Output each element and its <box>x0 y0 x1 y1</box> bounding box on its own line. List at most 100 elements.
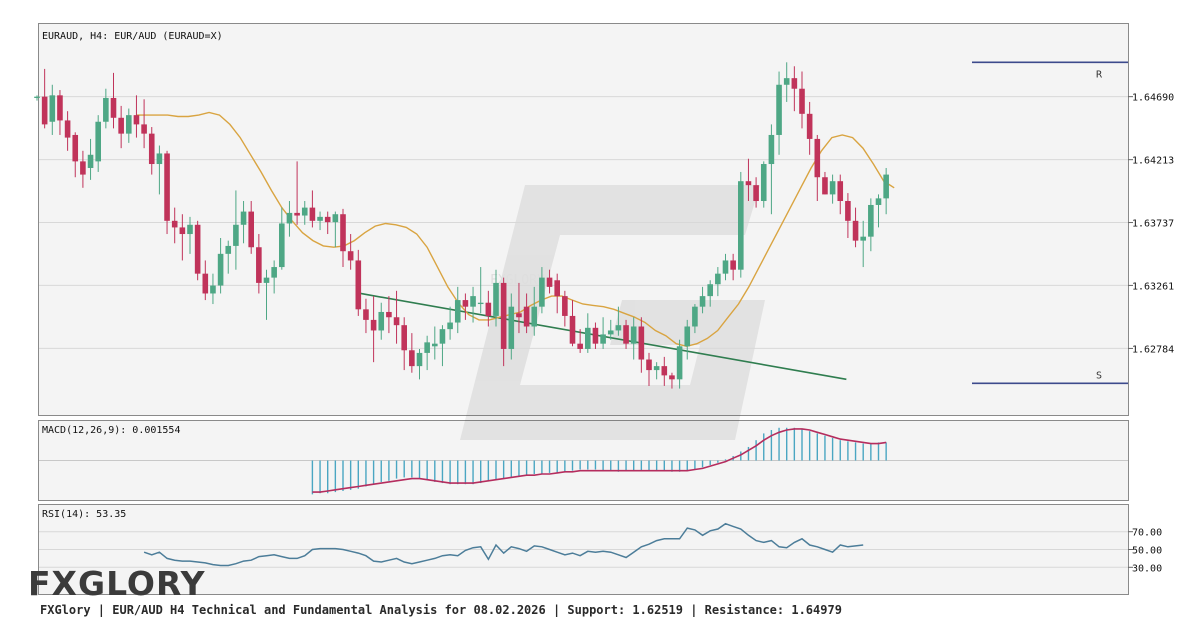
candle-body <box>516 313 522 318</box>
candle-body <box>271 267 277 278</box>
candle-body <box>64 120 71 138</box>
price-tick-label: 1.63261 <box>1132 281 1174 292</box>
candle-body <box>569 315 576 344</box>
fxglory-logo: FXGLORY <box>28 564 206 603</box>
candle-body <box>738 181 744 270</box>
candle-body <box>34 96 40 98</box>
candle-body <box>470 296 476 307</box>
candle-body <box>187 224 193 235</box>
macd-title: MACD(12,26,9): 0.001554 <box>42 425 180 436</box>
candle-body <box>585 327 591 349</box>
candle-body <box>646 359 652 371</box>
candle-body <box>615 325 622 331</box>
candle-body <box>447 322 453 330</box>
candle-body <box>669 375 675 380</box>
candle-body <box>340 214 346 252</box>
candle-body <box>845 201 851 221</box>
candle-body <box>562 296 568 316</box>
candle-body <box>202 273 209 294</box>
candle-body <box>783 78 790 85</box>
candle-body <box>432 343 438 347</box>
candle-body <box>118 117 124 134</box>
candle-body <box>814 138 821 178</box>
candle-body <box>500 282 507 349</box>
price-panel <box>38 23 1129 416</box>
candle-body <box>256 247 262 283</box>
candle-body <box>41 96 48 125</box>
candle-body <box>225 245 232 254</box>
candle-body <box>401 325 407 351</box>
macd-signal-line <box>312 428 887 493</box>
candle-body <box>72 134 79 162</box>
candle-body <box>355 260 362 310</box>
candle-body <box>370 319 377 331</box>
candle-body <box>416 352 423 367</box>
candle-body <box>233 224 239 246</box>
candle-body <box>439 329 446 344</box>
candle-body <box>676 346 683 380</box>
rsi-line <box>143 522 864 567</box>
candle-body <box>829 181 836 195</box>
price-tick-label: 1.63737 <box>1132 219 1174 230</box>
candle-body <box>868 204 874 237</box>
candle-body <box>279 223 285 268</box>
candle-body <box>837 181 844 202</box>
candle-body <box>523 306 530 327</box>
candle-body <box>623 325 629 344</box>
price-tick-label: 1.64213 <box>1132 156 1174 167</box>
candle-body <box>332 214 339 223</box>
candle-body <box>661 366 668 376</box>
candle-body <box>653 366 660 371</box>
candle-body <box>393 317 400 326</box>
candle-body <box>883 174 889 199</box>
candle-body <box>493 282 499 316</box>
candle-body <box>217 253 224 286</box>
rsi-tick-label: 30.00 <box>1132 563 1162 574</box>
candle-body <box>126 115 132 134</box>
candle-body <box>156 153 163 165</box>
candle-body <box>240 211 247 225</box>
candle-body <box>860 236 866 241</box>
candle-body <box>768 134 775 165</box>
candle-body <box>508 306 515 349</box>
candle-body <box>386 311 392 318</box>
candle-body <box>248 211 254 248</box>
candle-body <box>531 306 538 327</box>
rsi-tick-label: 50.00 <box>1132 546 1162 557</box>
candle-body <box>791 78 798 89</box>
price-chart-title: EURAUD, H4: EUR/AUD (EURAUD=X) <box>42 31 223 42</box>
candle-body <box>462 300 469 307</box>
candle-body <box>95 121 101 162</box>
candle-body <box>875 198 882 205</box>
candle-body <box>730 260 736 270</box>
axis-layer: 1.64690 1.64213 1.63737 1.63261 1.62784 70.00… <box>1128 93 1174 574</box>
candle-body <box>592 327 599 344</box>
candle-body <box>722 260 729 274</box>
candle-body <box>577 343 583 349</box>
candle-body <box>179 227 186 235</box>
candle-body <box>692 306 698 327</box>
candle-body <box>409 350 415 367</box>
candle-body <box>806 113 813 139</box>
candle-body <box>301 207 308 216</box>
candle-body <box>485 302 492 316</box>
candle-body <box>424 342 430 353</box>
candle-body <box>546 277 553 287</box>
candle-body <box>57 95 63 121</box>
price-tick-label: 1.62784 <box>1132 344 1174 355</box>
candle-body <box>171 220 178 228</box>
candle-body <box>164 153 170 221</box>
candle-body <box>309 207 316 221</box>
candle-body <box>630 326 637 344</box>
footer-caption: FXGlory | EUR/AUD H4 Technical and Funda… <box>40 603 842 617</box>
candle-body <box>852 220 859 241</box>
candle-body <box>317 216 323 221</box>
candle-body <box>477 302 484 305</box>
candle-body <box>822 177 828 195</box>
candle-body <box>607 330 614 335</box>
candle-body <box>103 97 109 122</box>
candle-body <box>454 300 461 323</box>
price-tick-label: 1.64690 <box>1132 93 1174 104</box>
candle-body <box>707 284 713 297</box>
